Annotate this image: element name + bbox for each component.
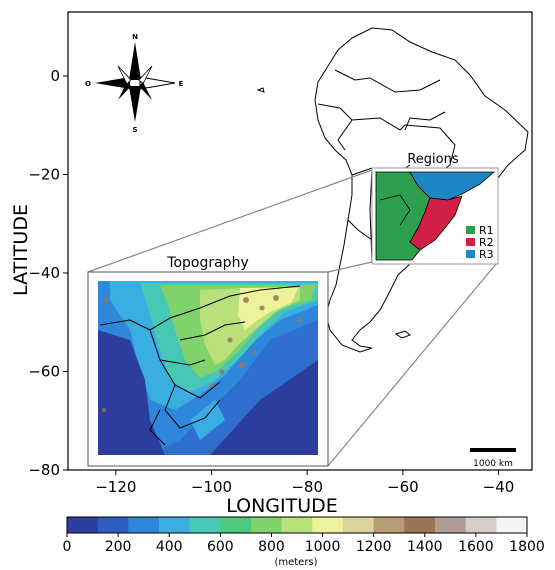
colorbar-tick-label: 800 bbox=[258, 539, 285, 555]
compass-label-north: N bbox=[132, 33, 138, 41]
colorbar-segment bbox=[465, 517, 497, 533]
scale-bar-line bbox=[470, 448, 516, 452]
legend-swatch-r1 bbox=[466, 226, 475, 234]
legend-label-r2: R2 bbox=[479, 236, 494, 249]
colorbar-tick-label: 1000 bbox=[305, 539, 341, 555]
topography-map bbox=[98, 281, 318, 455]
zoom-connectors bbox=[87, 169, 497, 467]
compass-needle-south bbox=[129, 86, 141, 122]
legend-label-r3: R3 bbox=[479, 248, 494, 261]
y-tick-label: −80 bbox=[28, 461, 60, 479]
colorbar-segment bbox=[220, 517, 252, 533]
colorbar-tick-label: 1200 bbox=[356, 539, 392, 555]
colorbar-tick-label: 1600 bbox=[458, 539, 494, 555]
y-tick-label: −20 bbox=[28, 166, 60, 184]
compass-label-west: O bbox=[85, 80, 91, 88]
compass-label-east: E bbox=[179, 80, 184, 88]
colorbar-tick-label: 1800 bbox=[509, 539, 545, 555]
topography-inset-title: Topography bbox=[166, 255, 248, 271]
compass-diag-nw bbox=[117, 65, 132, 85]
scale-bar: 1000 km bbox=[470, 448, 516, 469]
x-tick-label: −60 bbox=[387, 478, 419, 496]
x-tick-label: −80 bbox=[291, 478, 323, 496]
colorbar-segment bbox=[404, 517, 436, 533]
y-axis-label: LATITUDE bbox=[10, 204, 32, 296]
compass-needle-east bbox=[139, 76, 176, 90]
colorbar-tick-label: 1400 bbox=[407, 539, 443, 555]
y-tick-label: −60 bbox=[28, 363, 60, 381]
colorbar-segment bbox=[496, 517, 528, 533]
y-tick-label: −40 bbox=[28, 264, 60, 282]
compass-needle-west bbox=[95, 77, 130, 89]
x-tick-label: −40 bbox=[483, 478, 515, 496]
colorbar-segment bbox=[251, 517, 283, 533]
colorbar-segment bbox=[343, 517, 375, 533]
colorbar-tick-label: 600 bbox=[207, 539, 234, 555]
legend-swatch-r2 bbox=[466, 238, 475, 246]
regions-inset-title: Regions bbox=[407, 152, 459, 167]
compass-rose: N S E O bbox=[85, 33, 184, 134]
colorbar-segment bbox=[159, 517, 191, 533]
region-r2-shape bbox=[409, 195, 463, 251]
y-tick-label: 0 bbox=[50, 67, 60, 85]
regions-inset: Regions R1 R2 R3 bbox=[371, 152, 499, 265]
y-axis-ticks: 0 −20 −40 −60 −80 bbox=[28, 67, 68, 479]
compass-diag-sw bbox=[118, 82, 131, 100]
island bbox=[394, 330, 411, 339]
regions-legend: R1 R2 R3 bbox=[466, 224, 494, 261]
compass-diag-se bbox=[139, 82, 152, 100]
colorbar-segment bbox=[128, 517, 160, 533]
topography-inset: Topography bbox=[87, 255, 329, 467]
island bbox=[256, 87, 265, 93]
colorbar bbox=[67, 517, 528, 533]
scale-bar-label: 1000 km bbox=[473, 459, 513, 469]
compass-needle-north bbox=[129, 42, 141, 80]
country-border bbox=[334, 69, 441, 93]
legend-label-r1: R1 bbox=[479, 224, 494, 237]
colorbar-segment bbox=[189, 517, 221, 533]
legend-swatch-r3 bbox=[466, 250, 475, 258]
region-border bbox=[379, 194, 411, 226]
x-axis-ticks: −120 −100 −80 −60 −40 bbox=[95, 470, 514, 496]
colorbar-segment bbox=[373, 517, 405, 533]
colorbar-segment bbox=[312, 517, 344, 533]
country-border bbox=[404, 111, 446, 131]
country-border bbox=[369, 167, 373, 263]
colorbar-segment bbox=[97, 517, 129, 533]
compass-label-south: S bbox=[132, 126, 137, 134]
colorbar-frame bbox=[66, 516, 528, 534]
colorbar-unit-label: (meters) bbox=[274, 557, 317, 568]
colorbar-segment bbox=[281, 517, 313, 533]
country-border bbox=[347, 219, 373, 241]
colorbar-segment bbox=[435, 517, 467, 533]
x-tick-label: −120 bbox=[95, 478, 136, 496]
colorbar-tick-label: 400 bbox=[156, 539, 183, 555]
x-axis-label: LONGITUDE bbox=[226, 495, 338, 517]
country-border bbox=[351, 117, 456, 173]
colorbar-tick-label: 0 bbox=[63, 539, 72, 555]
x-tick-label: −100 bbox=[191, 478, 232, 496]
region-r3-shape bbox=[409, 171, 496, 201]
colorbar-tick-label: 200 bbox=[105, 539, 132, 555]
compass-diag-ne bbox=[138, 65, 153, 85]
colorbar-segment bbox=[67, 517, 99, 533]
colorbar-ticks: 0 200 400 600 800 1000 1200 1400 1600 1800 bbox=[63, 533, 545, 555]
